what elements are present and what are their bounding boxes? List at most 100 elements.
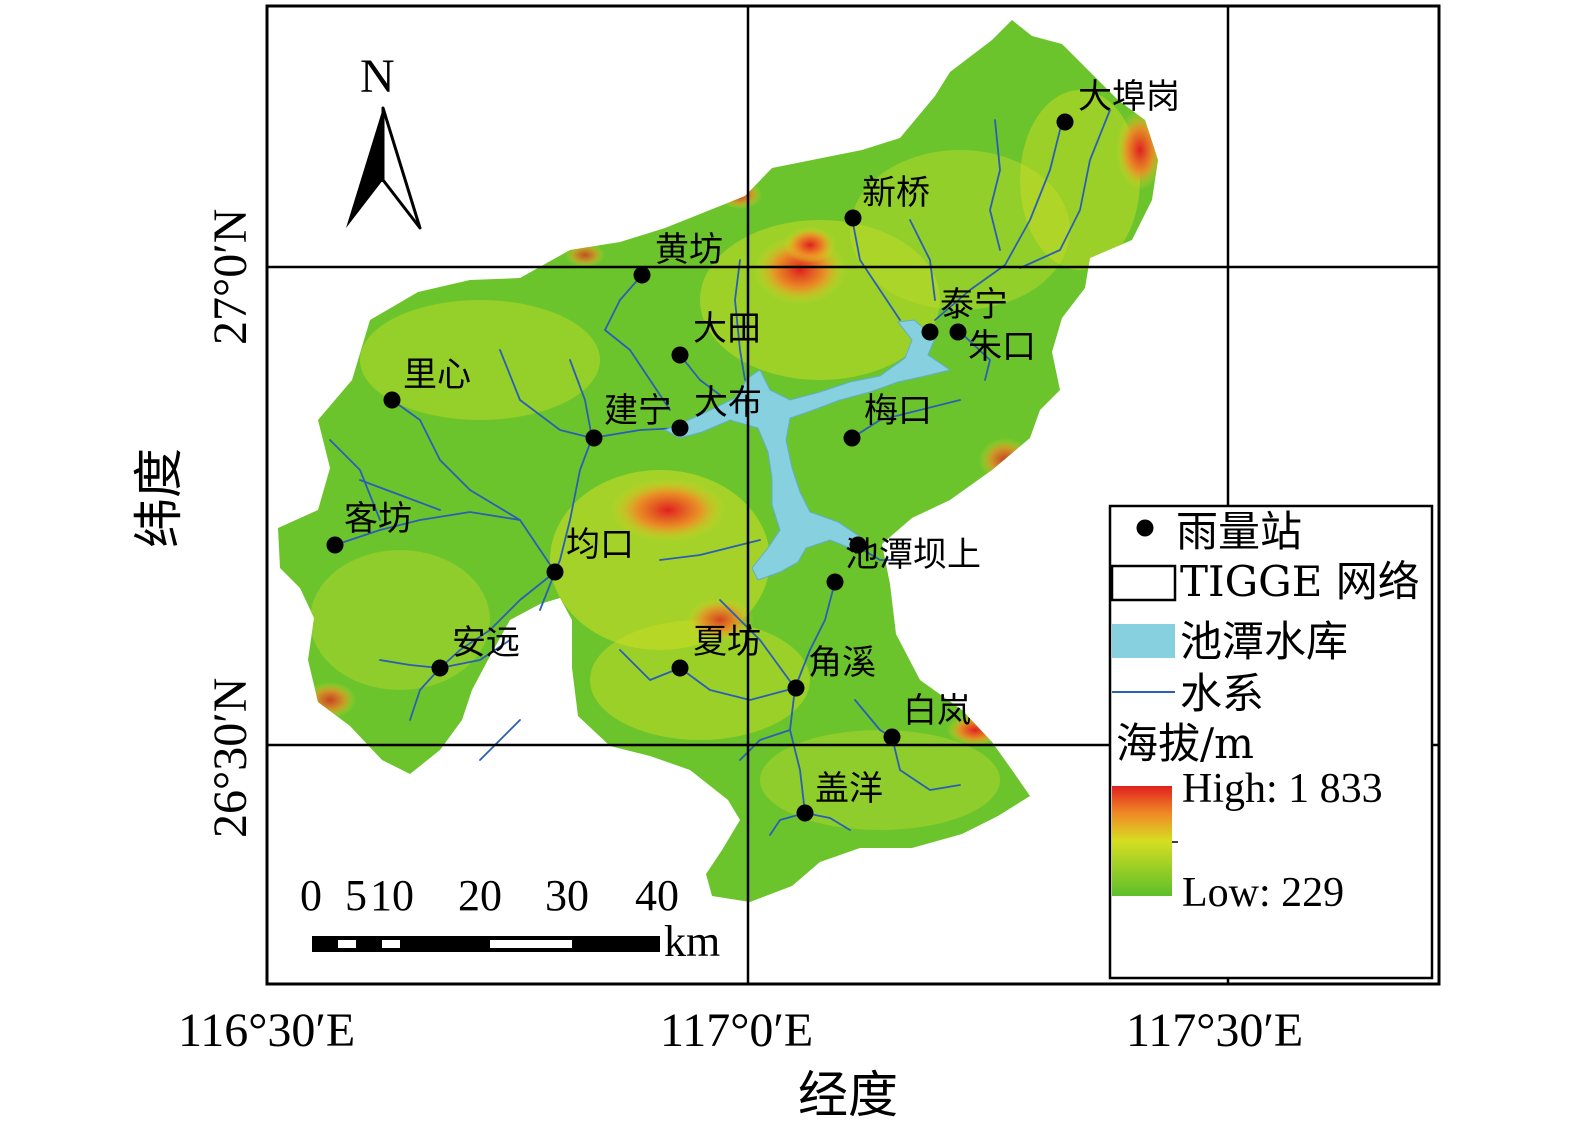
river-network	[329, 109, 1111, 836]
y-tick-label: 27°0′N	[204, 209, 257, 345]
river	[891, 736, 961, 791]
y-axis: 27°0′N 26°30′N 纬度	[130, 209, 257, 838]
station-meikou[interactable]: 梅口	[843, 391, 933, 447]
station-label: 黄坊	[655, 230, 723, 270]
river	[789, 687, 806, 814]
north-arrow-icon	[346, 106, 422, 230]
legend: 雨量站 TIGGE 网络 池潭水库 水系 海拔/m High: 1 833 Lo…	[1108, 504, 1434, 980]
river	[409, 571, 556, 721]
scale-tick-label: 0	[300, 871, 322, 920]
station-lixin[interactable]: 里心	[383, 355, 472, 409]
river	[794, 581, 836, 689]
scale-bar: 0 5 10 20 30 40 km	[300, 871, 720, 966]
scale-tick-label: 20	[458, 871, 502, 920]
station-kefang[interactable]: 客坊	[326, 499, 413, 554]
station-xiafang[interactable]: 夏坊	[671, 622, 762, 677]
station-jianning[interactable]: 建宁	[585, 391, 673, 447]
legend-reservoir: 池潭水库	[1180, 617, 1348, 666]
legend-river: 水系	[1180, 669, 1264, 718]
station-label: 大田	[693, 309, 761, 349]
x-axis-title: 经度	[798, 1066, 898, 1124]
river	[679, 667, 796, 701]
terrain-basin	[278, 20, 1158, 902]
elevation-color-ramp	[1112, 786, 1172, 896]
river	[334, 511, 521, 546]
station-label: 新桥	[862, 173, 930, 213]
legend-high-label: High: 1 833	[1182, 766, 1383, 812]
station-chitanbashang[interactable]: 池潭坝上	[826, 535, 982, 591]
river	[679, 354, 721, 396]
river	[769, 812, 806, 836]
north-arrow: N	[346, 50, 422, 230]
station-bailan[interactable]: 白岚	[883, 691, 972, 746]
y-tick-label: 26°30′N	[204, 678, 257, 838]
station-jiaoxi[interactable]: 角溪	[787, 643, 877, 697]
river	[499, 349, 681, 439]
station-label: 大布	[694, 383, 762, 423]
station-dabu[interactable]: 大布	[671, 383, 763, 437]
station-label: 夏坊	[693, 622, 761, 662]
station-zhukou[interactable]: 朱口	[949, 323, 1037, 368]
river	[851, 217, 901, 321]
station-label: 里心	[403, 355, 471, 395]
legend-low-label: Low: 229	[1182, 870, 1344, 916]
station-huangfang[interactable]: 黄坊	[633, 230, 724, 284]
station-label: 盖洋	[815, 769, 883, 809]
legend-tigge-grid: TIGGE 网络	[1180, 557, 1420, 606]
reservoir-symbol	[1112, 624, 1175, 658]
river	[957, 329, 991, 381]
scale-tick-label: 10	[370, 871, 414, 920]
station-taining[interactable]: 泰宁	[921, 285, 1009, 341]
river	[439, 639, 511, 669]
x-axis: 116°30′E 117°0′E 117°30′E 经度	[178, 1004, 1303, 1124]
station-label: 池潭坝上	[845, 535, 981, 575]
river	[359, 479, 441, 511]
station-label: 大埠岗	[1078, 77, 1180, 117]
station-gaiyang[interactable]: 盖洋	[796, 769, 884, 822]
legend-elevation-title: 海拔/m	[1116, 719, 1254, 768]
river	[909, 219, 936, 301]
y-axis-title: 纬度	[130, 448, 188, 548]
legend-rain-station: 雨量站	[1176, 507, 1302, 556]
river	[734, 259, 746, 381]
scale-tick-label: 5	[345, 871, 367, 920]
station-label: 梅口	[864, 391, 932, 431]
station-datian[interactable]: 大田	[671, 309, 762, 364]
river	[934, 121, 1063, 321]
river	[329, 439, 381, 521]
river	[479, 719, 521, 761]
river	[1019, 109, 1111, 269]
river	[619, 649, 681, 681]
station-label: 角溪	[808, 643, 876, 683]
river	[569, 359, 593, 439]
river	[989, 119, 1001, 251]
scale-tick-label: 30	[545, 871, 589, 920]
stations: 大埠岗 新桥 黄坊 泰宁 朱口 大田 里心 建宁	[326, 77, 1181, 822]
station-label: 建宁	[604, 391, 672, 431]
north-label: N	[360, 50, 395, 103]
river	[739, 729, 791, 761]
station-dabugang[interactable]: 大埠岗	[1056, 77, 1181, 131]
station-label: 均口	[566, 525, 634, 565]
x-tick-label: 116°30′E	[178, 1004, 355, 1057]
station-label: 朱口	[968, 327, 1036, 367]
tigge-grid-symbol	[1110, 564, 1177, 602]
station-anyuan[interactable]: 安远	[431, 623, 521, 677]
station-junkou[interactable]: 均口	[546, 525, 635, 581]
rain-station-symbol	[1136, 519, 1154, 537]
x-tick-label: 117°30′E	[1126, 1004, 1303, 1057]
reservoir	[663, 319, 952, 581]
scale-tick-label: 40	[635, 871, 679, 920]
river	[379, 659, 441, 669]
river	[391, 399, 556, 573]
river	[851, 399, 961, 439]
station-label: 客坊	[344, 499, 412, 539]
station-label: 白岚	[903, 691, 971, 731]
station-label: 泰宁	[940, 285, 1008, 325]
x-tick-label: 117°0′E	[660, 1004, 813, 1057]
station-xinqiao[interactable]: 新桥	[844, 173, 931, 227]
river	[719, 599, 796, 689]
scale-unit: km	[664, 917, 720, 966]
scale-bar-graphic	[312, 936, 660, 952]
